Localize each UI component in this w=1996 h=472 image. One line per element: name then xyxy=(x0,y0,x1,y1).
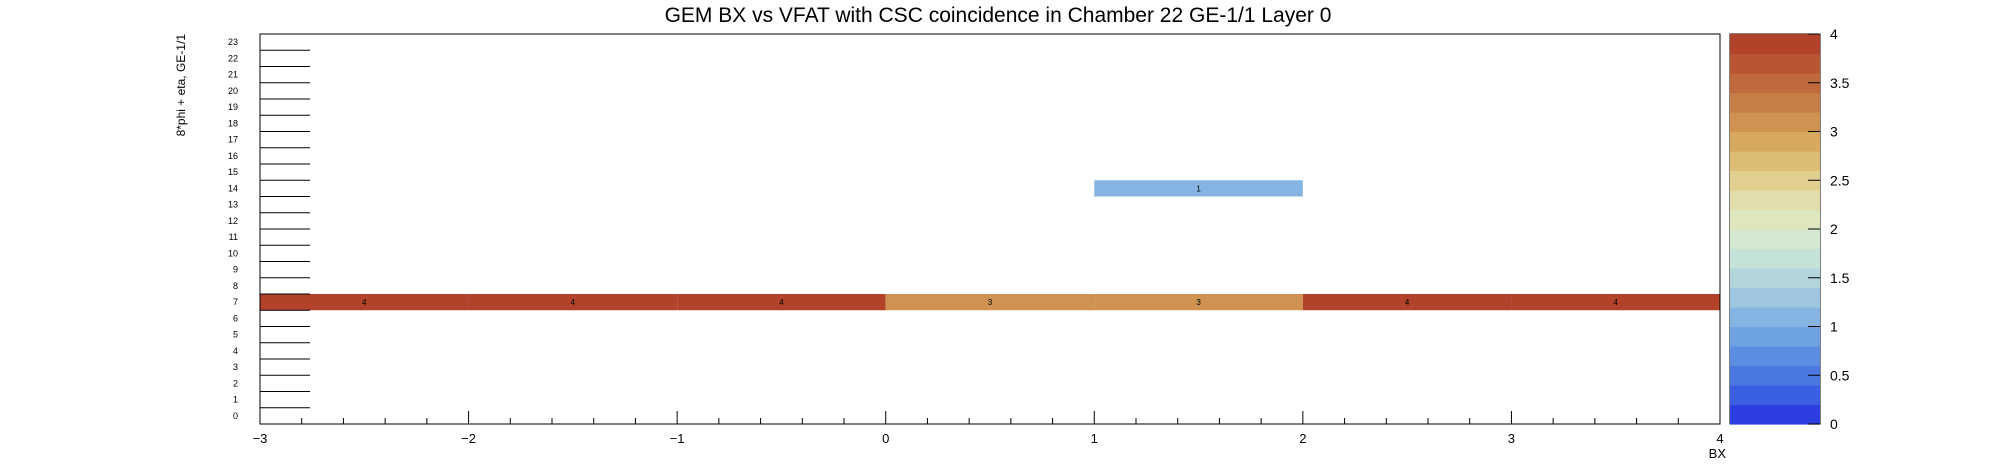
colorbar-swatch xyxy=(1730,92,1820,113)
cell-value-label: 1 xyxy=(1196,184,1201,193)
heatmap-cell xyxy=(1302,294,1512,311)
colorbar-swatch xyxy=(1730,151,1820,172)
colorbar-swatch xyxy=(1730,346,1820,367)
cell-value-label: 3 xyxy=(1196,298,1201,307)
heatmap-cell xyxy=(1511,294,1720,311)
y-tick-label: 13 xyxy=(228,200,238,210)
cell-value-label: 4 xyxy=(571,298,576,307)
y-tick-label: 2 xyxy=(233,378,238,388)
y-tick-label: 23 xyxy=(228,37,238,47)
x-axis: −3 −2 −1 0 1 2 3 4 xyxy=(253,411,1724,446)
y-tick-label: 21 xyxy=(228,70,238,80)
cell-value-label: 3 xyxy=(988,298,993,307)
colorbar-swatch xyxy=(1730,209,1820,230)
y-tick-label: 18 xyxy=(228,118,238,128)
x-tick-label: −3 xyxy=(253,431,268,446)
colorbar-swatch xyxy=(1730,131,1820,152)
colorbar-tick-label: 0 xyxy=(1830,416,1838,432)
colorbar-swatch xyxy=(1730,268,1820,289)
x-tick-label: 2 xyxy=(1299,431,1306,446)
colorbar-swatch xyxy=(1730,170,1820,191)
chart-title: GEM BX vs VFAT with CSC coincidence in C… xyxy=(665,4,1332,27)
y-tick-label: 11 xyxy=(229,232,238,242)
x-tick-label: 4 xyxy=(1716,431,1723,446)
colorbar-tick-label: 2 xyxy=(1830,221,1838,237)
y-tick-label: 17 xyxy=(228,135,238,145)
heatmap-cell xyxy=(885,294,1095,311)
y-tick-label: 5 xyxy=(233,330,238,340)
y-tick-label: 16 xyxy=(228,151,238,161)
colorbar-tick-label: 3.5 xyxy=(1830,75,1850,91)
y-tick-label: 3 xyxy=(233,362,238,372)
y-tick-label: 19 xyxy=(228,102,238,112)
x-tick-label: 0 xyxy=(882,431,889,446)
cells-layer: 4 4 4 3 3 4 4 1 xyxy=(260,180,1720,311)
y-tick-label: 4 xyxy=(233,346,238,356)
colorbar-swatch xyxy=(1730,248,1820,269)
y-tick-label: 7 xyxy=(233,297,238,307)
colorbar-swatch xyxy=(1730,287,1820,308)
y-tick-label: 22 xyxy=(228,53,238,63)
y-tick-label: 8 xyxy=(233,281,238,291)
x-tick-label: 1 xyxy=(1091,431,1098,446)
heatmap-cell xyxy=(677,294,886,311)
colorbar-tick-label: 1.5 xyxy=(1830,270,1850,286)
colorbar-tick-label: 4 xyxy=(1830,26,1838,42)
x-axis-label: BX xyxy=(1709,446,1727,461)
color-bar: 0 0.5 1 1.5 2 2.5 3 3.5 4 xyxy=(1730,26,1850,432)
y-axis-label: 8*phi + eta, GE-1/1 xyxy=(174,34,188,137)
x-tick-label: −1 xyxy=(670,431,685,446)
y-tick-label: 12 xyxy=(228,216,238,226)
y-tick-label: 1 xyxy=(233,395,238,405)
colorbar-swatch xyxy=(1730,404,1820,425)
heatmap-cell xyxy=(260,294,469,311)
y-tick-label: 6 xyxy=(233,313,238,323)
colorbar-swatch xyxy=(1730,326,1820,347)
colorbar-swatch xyxy=(1730,229,1820,250)
cell-value-label: 4 xyxy=(1405,298,1410,307)
colorbar-swatch xyxy=(1730,73,1820,94)
y-tick-label: 0 xyxy=(233,411,238,421)
y-tick-label: 15 xyxy=(228,167,238,177)
colorbar-swatch xyxy=(1730,385,1820,406)
plot-frame-border xyxy=(259,33,1721,425)
y-tick-label: 14 xyxy=(228,183,238,193)
colorbar-swatch xyxy=(1730,34,1820,55)
colorbar-tick-label: 2.5 xyxy=(1830,172,1850,188)
y-tick-label: 9 xyxy=(233,265,238,275)
colorbar-tick-label: 3 xyxy=(1830,124,1838,140)
colorbar-swatch xyxy=(1730,53,1820,74)
colorbar-swatch xyxy=(1730,365,1820,386)
cell-value-label: 4 xyxy=(362,298,367,307)
x-tick-label: −2 xyxy=(461,431,476,446)
heatmap-cell xyxy=(1094,294,1303,311)
y-tick-label: 10 xyxy=(228,248,238,258)
plot-frame xyxy=(259,33,1821,425)
colorbar-tick-label: 1 xyxy=(1830,319,1838,335)
heatmap-cell xyxy=(1094,180,1303,197)
colorbar-swatch xyxy=(1730,307,1820,328)
y-tick-label: 20 xyxy=(228,86,238,96)
cell-value-label: 4 xyxy=(1613,298,1618,307)
colorbar-swatch xyxy=(1730,190,1820,211)
colorbar-swatch xyxy=(1730,112,1820,133)
heatmap-cell xyxy=(468,294,678,311)
colorbar-tick-label: 0.5 xyxy=(1830,367,1850,383)
x-tick-label: 3 xyxy=(1508,431,1515,446)
cell-value-label: 4 xyxy=(779,298,784,307)
